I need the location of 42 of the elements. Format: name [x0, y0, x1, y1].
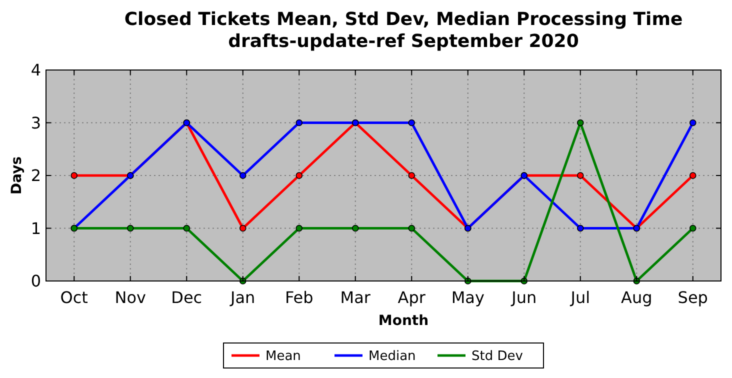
- point: [689, 224, 696, 232]
- y-axis-title: Days: [9, 156, 25, 195]
- y-tick-label: 2: [30, 166, 41, 186]
- legend-label: Std Dev: [472, 349, 524, 364]
- x-tick-label: Dec: [171, 288, 202, 307]
- y-tick-label: 1: [30, 218, 41, 238]
- legend-label: Mean: [266, 349, 301, 364]
- x-tick-label: Nov: [114, 288, 146, 307]
- point: [576, 224, 584, 232]
- point: [296, 119, 303, 126]
- x-tick-label: Apr: [398, 288, 426, 307]
- y-tick-label: 0: [30, 272, 41, 291]
- chart-title: Closed Tickets Mean, Std Dev, Median Processing Time: [124, 9, 683, 30]
- legend-label: Median: [368, 349, 416, 364]
- chart-subtitle: drafts-update-ref September 2020: [228, 31, 579, 52]
- x-tick-label: Oct: [60, 288, 88, 307]
- point: [576, 119, 584, 126]
- x-tick-label: Mar: [340, 288, 371, 307]
- x-tick-label: Jun: [510, 288, 537, 307]
- point: [576, 172, 584, 179]
- point: [689, 119, 696, 126]
- point: [70, 172, 78, 179]
- point: [126, 224, 134, 232]
- point: [239, 172, 246, 179]
- y-tick-label: 3: [30, 113, 41, 132]
- x-tick-label: Sep: [678, 288, 708, 307]
- x-tick-label: Aug: [621, 288, 652, 307]
- point: [408, 172, 416, 179]
- x-axis-title: Month: [378, 313, 429, 329]
- point: [352, 224, 359, 232]
- point: [296, 224, 303, 232]
- x-tick-label: Feb: [284, 288, 314, 307]
- point: [296, 172, 303, 179]
- y-tick-label: 4: [30, 60, 41, 80]
- point: [239, 224, 246, 232]
- x-tick-label: Jan: [230, 288, 256, 307]
- point: [689, 172, 696, 179]
- x-tick-label: Jul: [570, 288, 590, 307]
- point: [408, 119, 416, 126]
- point: [408, 224, 416, 232]
- x-tick-label: May: [451, 288, 484, 307]
- point: [183, 224, 190, 232]
